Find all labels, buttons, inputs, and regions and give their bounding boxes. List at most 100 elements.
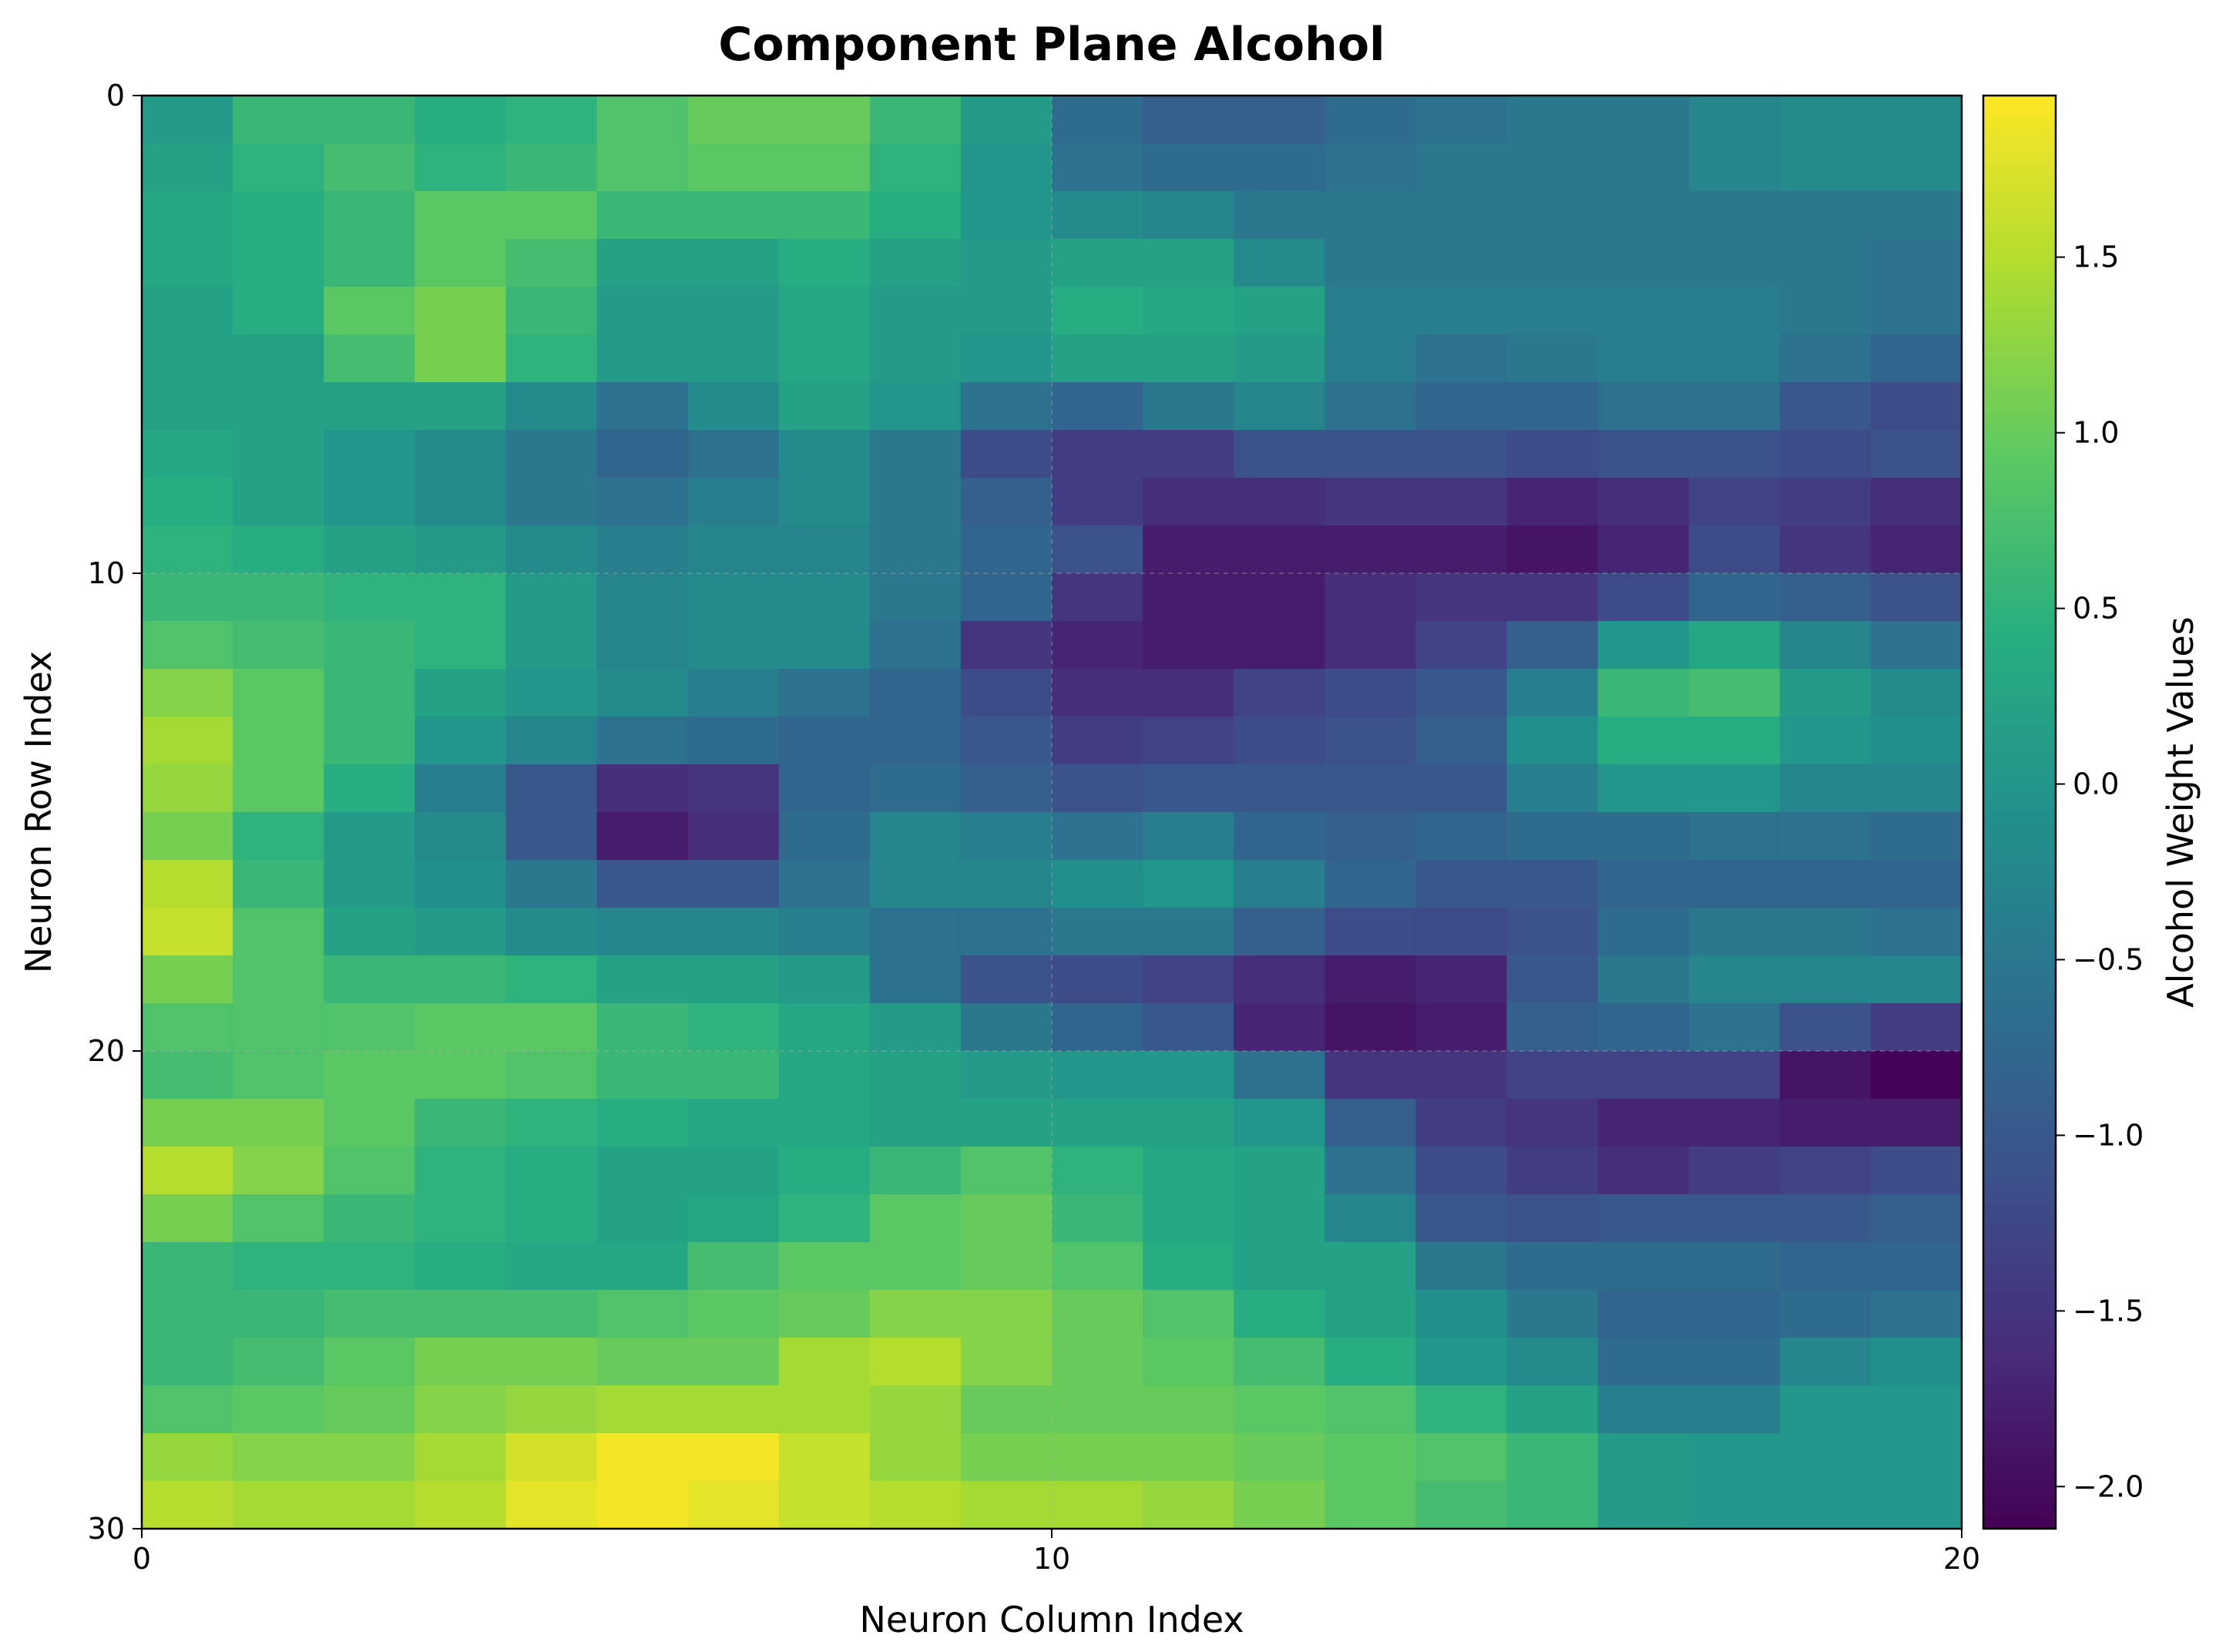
- heatmap-cell: [415, 1433, 506, 1482]
- heatmap-cell: [596, 717, 689, 765]
- heatmap-cell: [778, 1242, 871, 1291]
- heatmap-cell: [1415, 334, 1508, 383]
- heatmap-cell: [687, 1099, 780, 1147]
- colorbar-tick-label: 0.5: [2073, 592, 2119, 626]
- heatmap-cell: [142, 860, 233, 908]
- heatmap-cell: [869, 573, 962, 622]
- heatmap-cell: [415, 1194, 506, 1243]
- heatmap-cell: [1688, 955, 1781, 1004]
- heatmap-cell: [687, 573, 780, 622]
- heatmap-cell: [869, 525, 962, 574]
- heatmap-cell: [1415, 1051, 1508, 1100]
- heatmap-cell: [1052, 1194, 1143, 1243]
- heatmap-cell: [1779, 1290, 1872, 1338]
- heatmap-cell: [1052, 621, 1143, 670]
- heatmap-cell: [1597, 1433, 1690, 1482]
- heatmap-cell: [233, 669, 324, 717]
- heatmap-cell: [505, 1147, 598, 1195]
- heatmap: [142, 96, 1962, 1529]
- heatmap-cell: [1143, 812, 1234, 861]
- heatmap-cell: [324, 1433, 415, 1482]
- heatmap-cell: [960, 955, 1053, 1004]
- heatmap-cell: [1143, 1242, 1234, 1291]
- heatmap-cell: [1597, 1481, 1690, 1529]
- heatmap-cell: [1870, 1338, 1962, 1386]
- heatmap-cell: [1597, 908, 1690, 956]
- heatmap-cell: [1325, 621, 1416, 670]
- heatmap-cell: [1052, 1385, 1143, 1434]
- heatmap-cell: [1506, 1099, 1599, 1147]
- heatmap-cell: [596, 1481, 689, 1529]
- heatmap-cell: [1779, 717, 1872, 765]
- heatmap-cell: [1325, 573, 1416, 622]
- heatmap-cell: [1688, 1147, 1781, 1195]
- heatmap-cell: [415, 717, 506, 765]
- y-tick-label: 10: [88, 556, 125, 590]
- heatmap-cell: [960, 908, 1053, 956]
- x-tick-label: 10: [1033, 1542, 1070, 1576]
- heatmap-cell: [1325, 1051, 1416, 1100]
- heatmap-cell: [1779, 525, 1872, 574]
- heatmap-cell: [1506, 430, 1599, 478]
- heatmap-cell: [505, 96, 598, 144]
- y-tick-label: 30: [88, 1512, 125, 1546]
- heatmap-cell: [233, 1385, 324, 1434]
- heatmap-cell: [142, 382, 233, 431]
- heatmap-cell: [596, 478, 689, 526]
- heatmap-cell: [505, 143, 598, 192]
- heatmap-cell: [1597, 717, 1690, 765]
- heatmap-cell: [1597, 764, 1690, 813]
- heatmap-cell: [1870, 1147, 1962, 1195]
- heatmap-cell: [778, 573, 871, 622]
- heatmap-cell: [687, 334, 780, 383]
- heatmap-cell: [687, 143, 780, 192]
- heatmap-cell: [1779, 1051, 1872, 1100]
- heatmap-cell: [960, 287, 1053, 335]
- heatmap-cell: [1597, 96, 1690, 144]
- y-tick-label: 0: [106, 79, 125, 112]
- heatmap-cell: [869, 334, 962, 383]
- heatmap-cell: [415, 764, 506, 813]
- heatmap-cell: [505, 430, 598, 478]
- heatmap-cell: [1597, 1003, 1690, 1052]
- heatmap-cell: [505, 1051, 598, 1100]
- heatmap-cell: [505, 908, 598, 956]
- heatmap-cell: [1870, 334, 1962, 383]
- heatmap-cell: [233, 382, 324, 431]
- heatmap-cell: [869, 1481, 962, 1529]
- heatmap-cell: [687, 478, 780, 526]
- heatmap-cell: [1506, 669, 1599, 717]
- heatmap-cell: [1597, 334, 1690, 383]
- heatmap-cell: [1325, 478, 1416, 526]
- heatmap-cell: [142, 1242, 233, 1291]
- heatmap-cell: [505, 812, 598, 861]
- colorbar-tick-label: 1.5: [2073, 240, 2119, 274]
- heatmap-cell: [1506, 96, 1599, 144]
- heatmap-cell: [1415, 573, 1508, 622]
- heatmap-cell: [596, 1194, 689, 1243]
- heatmap-cell: [869, 717, 962, 765]
- heatmap-cell: [869, 430, 962, 478]
- heatmap-cell: [1143, 334, 1234, 383]
- heatmap-cell: [324, 573, 415, 622]
- heatmap-cell: [596, 1099, 689, 1147]
- heatmap-cell: [1688, 1242, 1781, 1291]
- heatmap-cell: [1234, 191, 1325, 240]
- heatmap-cell: [1779, 96, 1872, 144]
- heatmap-cell: [1052, 669, 1143, 717]
- heatmap-cell: [1415, 96, 1508, 144]
- heatmap-cell: [1688, 764, 1781, 813]
- heatmap-cell: [1234, 1481, 1325, 1529]
- heatmap-cell: [687, 764, 780, 813]
- heatmap-cell: [324, 525, 415, 574]
- heatmap-cell: [869, 621, 962, 670]
- heatmap-cell: [233, 1433, 324, 1482]
- heatmap-cell: [1325, 1433, 1416, 1482]
- heatmap-cell: [1143, 1003, 1234, 1052]
- heatmap-cell: [1143, 1099, 1234, 1147]
- heatmap-cell: [505, 764, 598, 813]
- heatmap-cell: [415, 525, 506, 574]
- heatmap-cell: [505, 955, 598, 1004]
- heatmap-cell: [960, 1051, 1053, 1100]
- heatmap-cell: [960, 525, 1053, 574]
